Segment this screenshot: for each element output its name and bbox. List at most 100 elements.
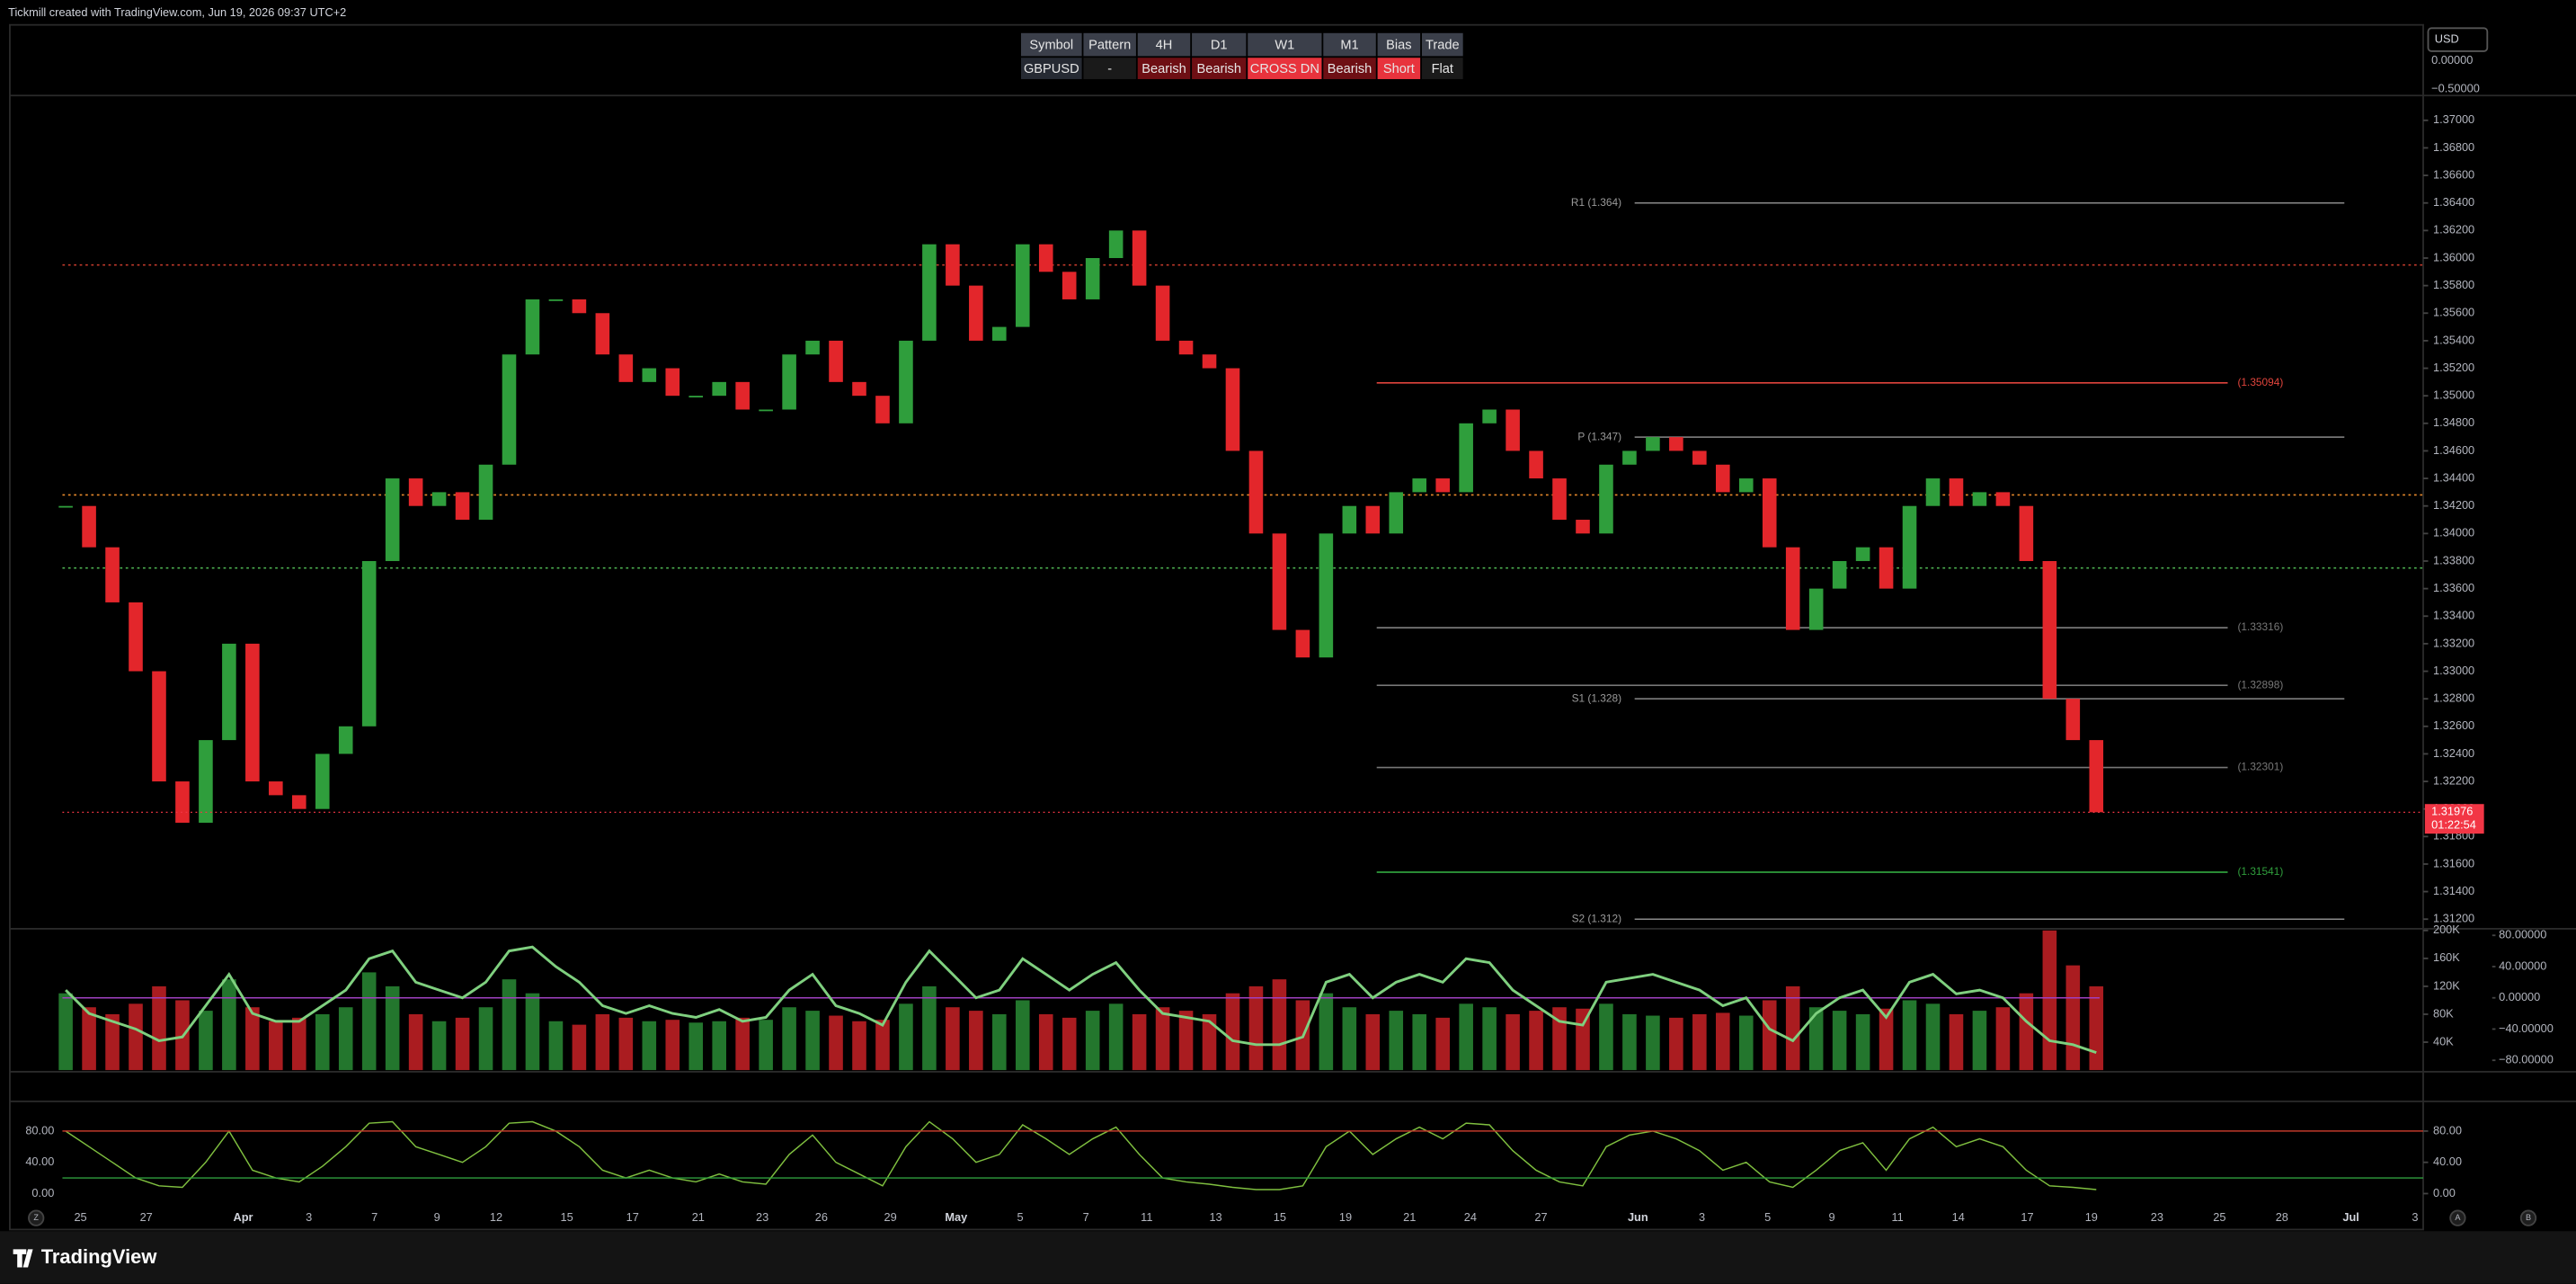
volume-bar bbox=[1692, 1013, 1707, 1071]
volume-bar bbox=[1762, 1000, 1777, 1071]
axis-button[interactable] bbox=[28, 1209, 45, 1226]
candle bbox=[899, 340, 913, 424]
table-value: Flat bbox=[1432, 62, 1453, 76]
volume-bar bbox=[431, 1021, 447, 1071]
axis-button-label[interactable]: B bbox=[2526, 1213, 2531, 1222]
candle bbox=[922, 244, 937, 341]
x-tick-label: 11 bbox=[1141, 1210, 1152, 1224]
volume-bar bbox=[1808, 1007, 1824, 1071]
candle bbox=[1599, 464, 1613, 534]
volume-bar bbox=[642, 1021, 657, 1071]
volume-bar bbox=[105, 1013, 120, 1071]
axis-button-label[interactable]: A bbox=[2455, 1213, 2461, 1222]
volume-bar bbox=[852, 1021, 866, 1071]
x-tick-label: 24 bbox=[1464, 1210, 1477, 1224]
x-tick-label: 28 bbox=[2276, 1210, 2288, 1224]
candle bbox=[1389, 492, 1404, 534]
volume-bar bbox=[1155, 1007, 1170, 1071]
price-tag-countdown: 01:22:54 bbox=[2431, 817, 2476, 831]
table-cell bbox=[1421, 58, 1463, 79]
table-header: D1 bbox=[1211, 38, 1228, 52]
candle bbox=[1248, 450, 1264, 534]
volume-bar bbox=[1669, 1017, 1683, 1071]
table-value: Bearish bbox=[1196, 62, 1241, 76]
y-tick-label: 1.33000 bbox=[2433, 664, 2474, 677]
table-header-cell bbox=[1020, 32, 1082, 57]
y-tick-label: 1.35400 bbox=[2433, 333, 2474, 346]
candle bbox=[2042, 560, 2057, 700]
y-tick-label: 1.31200 bbox=[2433, 912, 2474, 925]
osc-line bbox=[65, 945, 2097, 1054]
volume-bar bbox=[992, 1013, 1007, 1071]
currency-box[interactable] bbox=[2427, 27, 2489, 52]
table-value: Short bbox=[1383, 62, 1415, 76]
candle bbox=[175, 781, 190, 824]
osc-tick-label: −80.00000 bbox=[2499, 1053, 2554, 1066]
candle bbox=[2019, 505, 2034, 561]
x-tick-label: Jun bbox=[1628, 1210, 1648, 1224]
stoch-tick-label: 0.00 bbox=[2433, 1186, 2456, 1199]
volume-bar bbox=[1389, 1011, 1404, 1071]
candle bbox=[199, 740, 213, 824]
volume-bar bbox=[338, 1007, 353, 1071]
candle bbox=[1459, 423, 1473, 493]
pivot-label: S2 (1.312) bbox=[1572, 912, 1621, 924]
volume-bar bbox=[712, 1021, 726, 1071]
x-tick-label: 27 bbox=[140, 1210, 153, 1224]
candle bbox=[1342, 505, 1357, 534]
y-tick-label: 1.32400 bbox=[2433, 746, 2474, 760]
table-value: Bearish bbox=[1328, 62, 1372, 76]
candle bbox=[291, 795, 306, 809]
candle bbox=[315, 753, 330, 809]
candle bbox=[1435, 478, 1450, 493]
stoch-tick-label: 0.00 bbox=[31, 1186, 54, 1199]
x-tick-label: 25 bbox=[74, 1210, 86, 1224]
candle bbox=[712, 381, 726, 397]
y-tick-label: 1.35000 bbox=[2433, 388, 2474, 402]
x-tick-label: 3 bbox=[1699, 1210, 1705, 1224]
currency[interactable]: USD bbox=[2435, 31, 2459, 45]
candle bbox=[1902, 505, 1917, 589]
stoch-tick-label: 80.00 bbox=[2433, 1123, 2462, 1137]
candle bbox=[361, 560, 377, 727]
table-cell bbox=[1192, 58, 1247, 79]
y-tick-label: 1.33600 bbox=[2433, 581, 2474, 594]
candle bbox=[385, 478, 400, 561]
axis-button[interactable] bbox=[2449, 1209, 2466, 1226]
volume-bar bbox=[1646, 1015, 1660, 1071]
y-tick-label: 1.35800 bbox=[2433, 278, 2474, 291]
x-tick-label: 19 bbox=[2085, 1210, 2098, 1224]
y-tick-label: 1.36000 bbox=[2433, 250, 2474, 263]
table-header: M1 bbox=[1340, 38, 1358, 52]
candle bbox=[1552, 478, 1567, 521]
axis-button[interactable] bbox=[2519, 1209, 2537, 1226]
volume-bar bbox=[1949, 1013, 1964, 1071]
table-cell bbox=[1248, 58, 1322, 79]
candle bbox=[1576, 520, 1590, 534]
candle bbox=[618, 354, 634, 382]
x-tick-label: 23 bbox=[2151, 1210, 2163, 1224]
candle bbox=[1085, 257, 1100, 299]
volume-bar bbox=[1738, 1015, 1754, 1071]
v-tick-label: 40K bbox=[2433, 1034, 2454, 1048]
candle bbox=[408, 478, 423, 506]
x-tick-label: 9 bbox=[1828, 1210, 1834, 1224]
volume-bar bbox=[1972, 1011, 1987, 1071]
volume-bar bbox=[1832, 1011, 1847, 1071]
volume-bar bbox=[1716, 1012, 1730, 1071]
axis-button-label[interactable]: Z bbox=[33, 1213, 39, 1222]
volume-bar bbox=[502, 979, 517, 1071]
volume-bar bbox=[478, 1007, 493, 1071]
volume-bar bbox=[1925, 1003, 1941, 1071]
v-tick-label: 200K bbox=[2433, 923, 2460, 936]
candle bbox=[1108, 230, 1124, 258]
candle bbox=[82, 505, 96, 548]
volume-bar bbox=[548, 1021, 564, 1071]
scale-label: −0.50000 bbox=[2431, 81, 2480, 94]
table-header-cell bbox=[1137, 32, 1191, 57]
volume-bar bbox=[829, 1015, 843, 1071]
candle bbox=[1202, 354, 1217, 369]
logo-icon bbox=[13, 1249, 33, 1268]
candle bbox=[1855, 547, 1870, 561]
